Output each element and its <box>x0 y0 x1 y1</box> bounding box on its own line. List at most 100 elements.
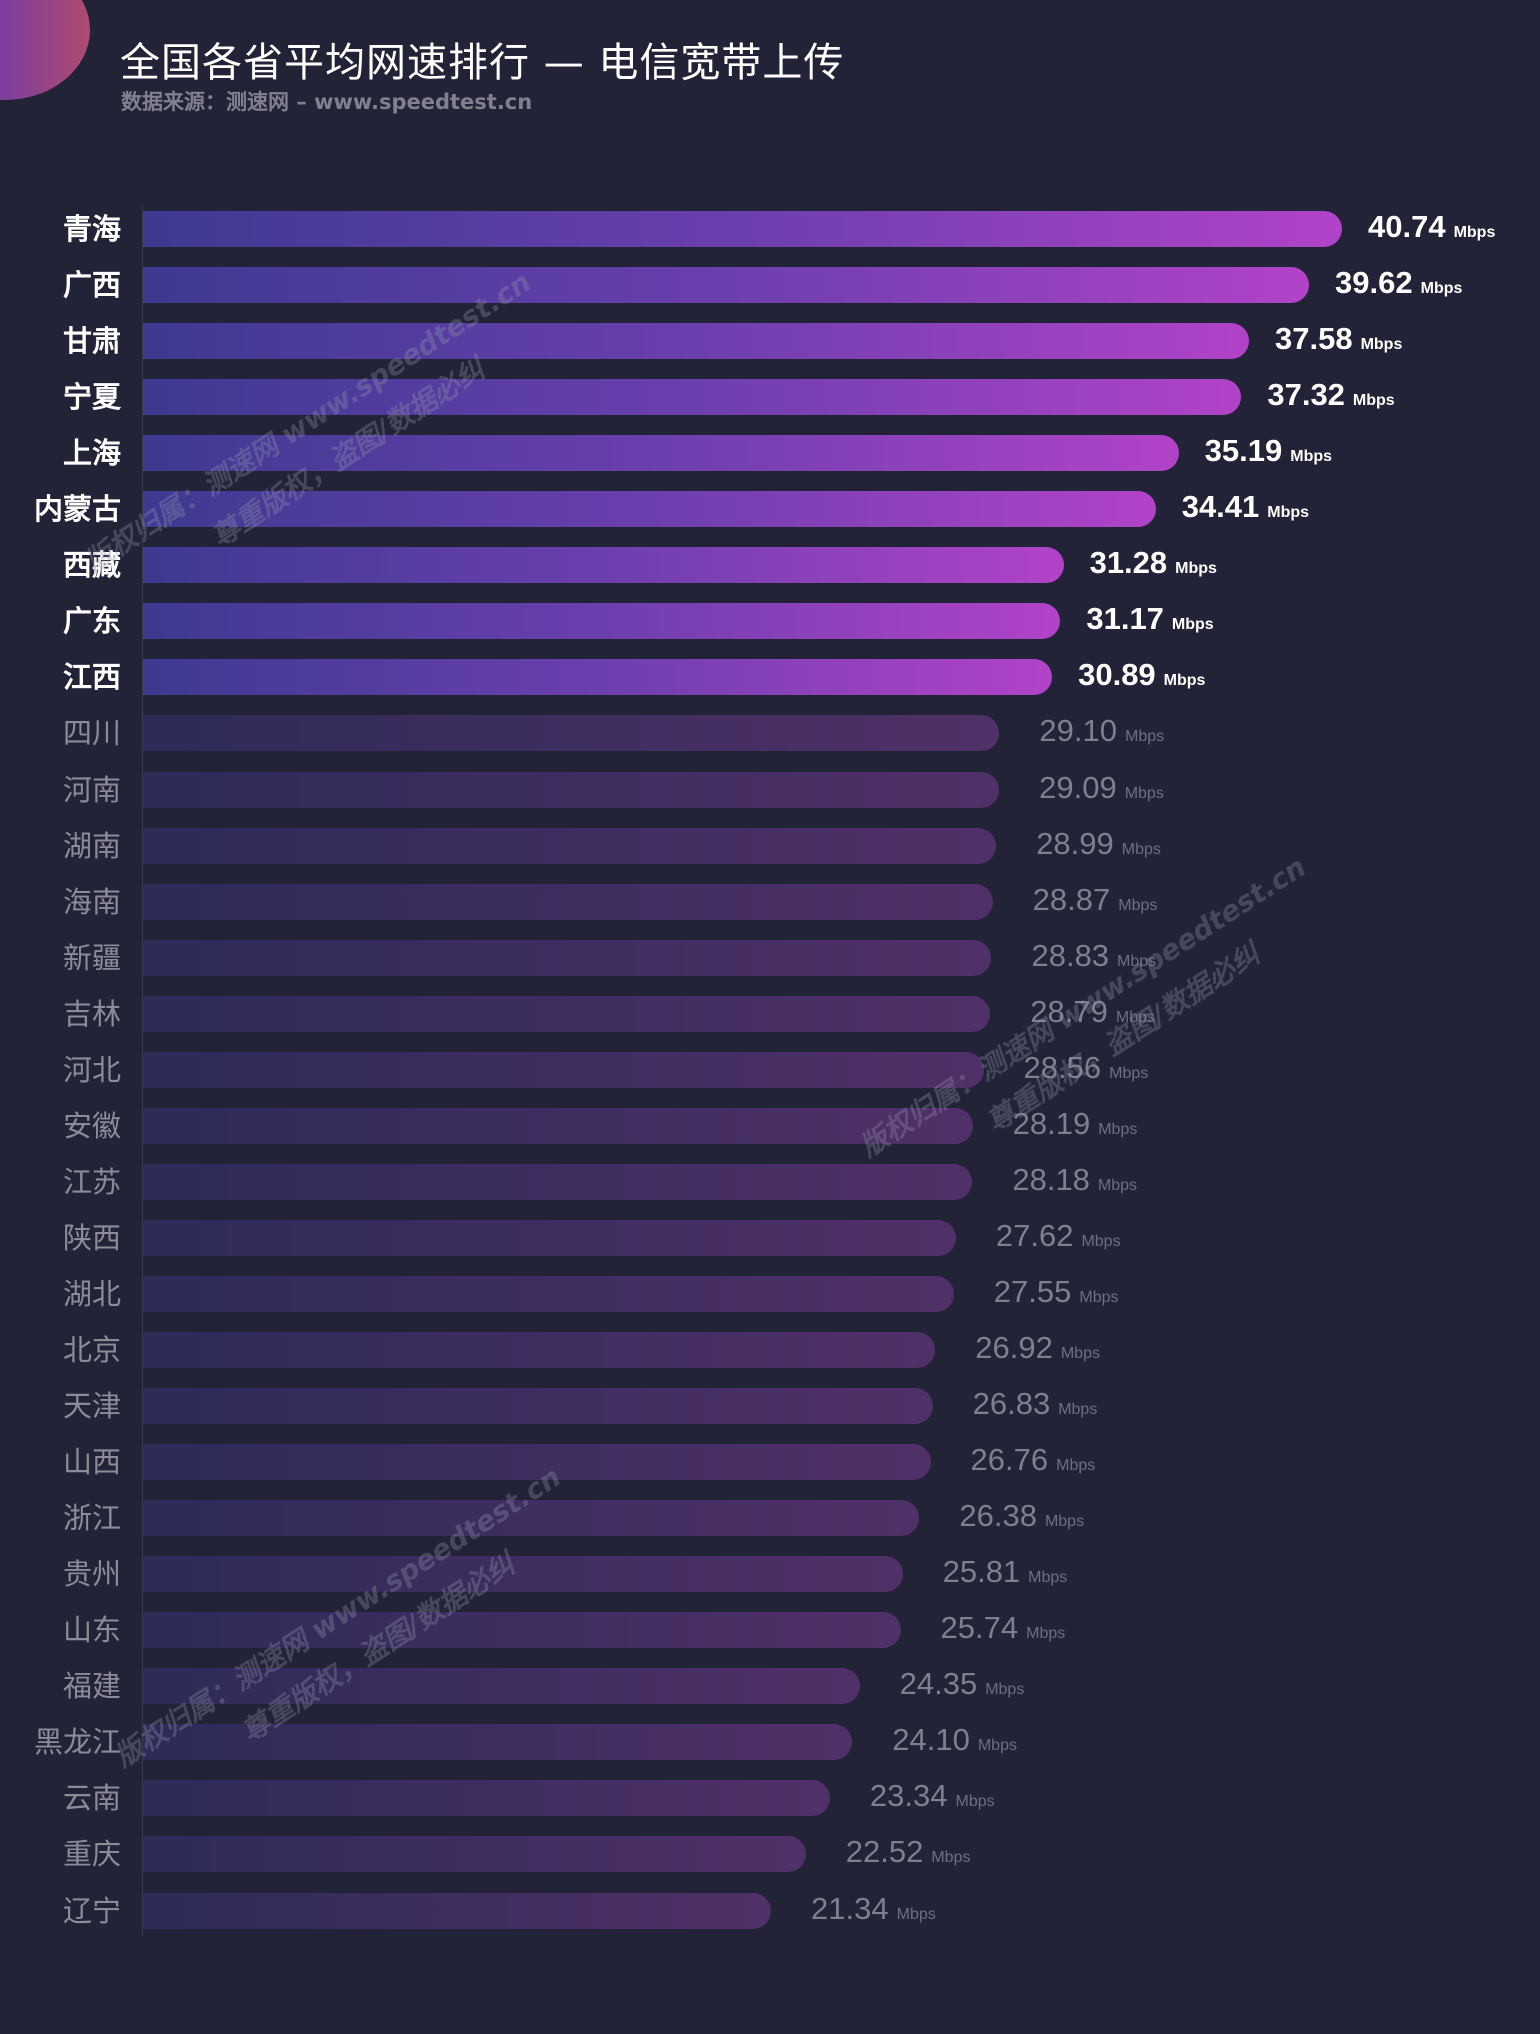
bar <box>143 1500 920 1537</box>
bar <box>143 211 1342 247</box>
bar <box>143 603 1061 640</box>
chart-title: 全国各省平均网速排行 — 电信宽带上传 <box>120 40 845 86</box>
value-unit: Mbps <box>1163 672 1206 690</box>
category-label: 福建 <box>62 1669 121 1704</box>
bar-row: 山西 26.76 Mbps <box>0 1442 1520 1481</box>
value-unit: Mbps <box>1109 1064 1149 1082</box>
value-number: 31.28 <box>1089 545 1168 581</box>
category-label: 辽宁 <box>62 1893 121 1928</box>
value-label: 31.17 Mbps <box>1086 599 1213 645</box>
value-unit: Mbps <box>1081 1232 1121 1250</box>
bar <box>143 323 1249 360</box>
bar-row: 吉林 28.79 Mbps <box>0 994 1520 1032</box>
category-label: 重庆 <box>62 1837 121 1872</box>
bar <box>143 1275 954 1312</box>
bar <box>143 939 992 976</box>
value-number: 29.10 <box>1039 713 1117 749</box>
bar-row: 新疆 28.83 Mbps <box>0 938 1520 976</box>
bar-row: 江苏 28.18 Mbps <box>0 1162 1520 1200</box>
category-label: 北京 <box>62 1333 121 1367</box>
value-number: 26.92 <box>975 1330 1053 1365</box>
value-unit: Mbps <box>896 1905 936 1923</box>
value-unit: Mbps <box>1117 952 1157 970</box>
bar <box>143 1332 936 1368</box>
value-label: 27.62 Mbps <box>996 1216 1121 1262</box>
bar <box>143 715 1000 752</box>
value-unit: Mbps <box>1079 1288 1119 1306</box>
category-label: 内蒙古 <box>33 492 121 527</box>
category-label: 江苏 <box>62 1164 121 1199</box>
bar <box>143 1444 931 1481</box>
value-unit: Mbps <box>1058 1401 1098 1419</box>
value-unit: Mbps <box>985 1681 1025 1699</box>
category-label: 吉林 <box>62 996 121 1031</box>
category-label: 山东 <box>62 1613 121 1648</box>
category-label: 广东 <box>62 604 121 639</box>
value-label: 34.41 Mbps <box>1182 487 1309 533</box>
bar-row: 上海 35.19 Mbps <box>0 433 1520 472</box>
value-label: 28.99 Mbps <box>1036 824 1161 870</box>
bar <box>143 1892 772 1929</box>
category-label: 贵州 <box>62 1557 121 1592</box>
bar <box>143 995 991 1032</box>
bar-row: 北京 26.92 Mbps <box>0 1330 1520 1368</box>
category-label: 天津 <box>62 1389 121 1424</box>
value-unit: Mbps <box>1044 1513 1085 1531</box>
value-unit: Mbps <box>1267 504 1310 522</box>
value-label: 26.83 Mbps <box>973 1384 1098 1430</box>
bar-row: 安徽 28.19 Mbps <box>0 1106 1520 1144</box>
value-label: 26.92 Mbps <box>975 1328 1100 1374</box>
bar <box>143 379 1242 416</box>
value-number: 34.41 <box>1181 489 1260 525</box>
value-number: 30.89 <box>1078 657 1156 693</box>
value-label: 21.34 Mbps <box>811 1889 936 1935</box>
category-label: 陕西 <box>62 1220 121 1255</box>
category-label: 湖南 <box>62 828 121 863</box>
value-number: 26.38 <box>959 1498 1037 1534</box>
value-label: 28.79 Mbps <box>1030 992 1155 1038</box>
value-number: 28.87 <box>1032 881 1111 917</box>
value-number: 28.79 <box>1030 993 1108 1029</box>
category-label: 海南 <box>62 884 121 919</box>
category-label: 浙江 <box>62 1501 121 1536</box>
value-label: 29.10 Mbps <box>1039 711 1164 757</box>
value-unit: Mbps <box>1121 840 1161 858</box>
value-number: 24.35 <box>899 1666 978 1702</box>
value-number: 28.19 <box>1012 1105 1091 1141</box>
value-label: 37.58 Mbps <box>1275 319 1402 365</box>
value-unit: Mbps <box>1097 1176 1138 1194</box>
value-label: 37.32 Mbps <box>1267 375 1394 421</box>
bar-row: 山东 25.74 Mbps <box>0 1610 1520 1649</box>
bar-row: 内蒙古 34.41 Mbps <box>0 489 1520 528</box>
value-number: 39.62 <box>1335 265 1413 301</box>
value-label: 39.62 Mbps <box>1335 263 1462 309</box>
bar-row: 西藏 31.28 Mbps <box>0 545 1520 584</box>
value-number: 29.09 <box>1039 769 1117 805</box>
bar <box>143 1388 933 1425</box>
bar-row: 浙江 26.38 Mbps <box>0 1498 1520 1537</box>
value-unit: Mbps <box>1453 224 1496 241</box>
bar <box>143 491 1156 528</box>
category-label: 湖北 <box>62 1276 121 1311</box>
value-unit: Mbps <box>1420 280 1463 298</box>
value-label: 31.28 Mbps <box>1090 543 1217 589</box>
value-unit: Mbps <box>1175 560 1217 578</box>
bar-row: 甘肃 37.58 Mbps <box>0 321 1520 360</box>
category-label: 河北 <box>62 1052 121 1087</box>
value-number: 31.17 <box>1086 601 1164 637</box>
value-label: 26.76 Mbps <box>971 1440 1096 1486</box>
bar-row: 广东 31.17 Mbps <box>0 601 1520 640</box>
value-label: 28.87 Mbps <box>1033 880 1158 926</box>
value-unit: Mbps <box>1098 1120 1138 1138</box>
value-label: 28.19 Mbps <box>1013 1104 1138 1150</box>
bar <box>143 771 1000 808</box>
value-number: 27.62 <box>995 1217 1074 1253</box>
value-unit: Mbps <box>1290 448 1333 466</box>
value-number: 23.34 <box>869 1778 948 1814</box>
category-label: 广西 <box>62 268 121 303</box>
bar <box>143 1051 984 1088</box>
value-number: 40.74 <box>1368 209 1446 244</box>
value-label: 35.19 Mbps <box>1205 431 1332 477</box>
bar <box>143 1780 830 1817</box>
